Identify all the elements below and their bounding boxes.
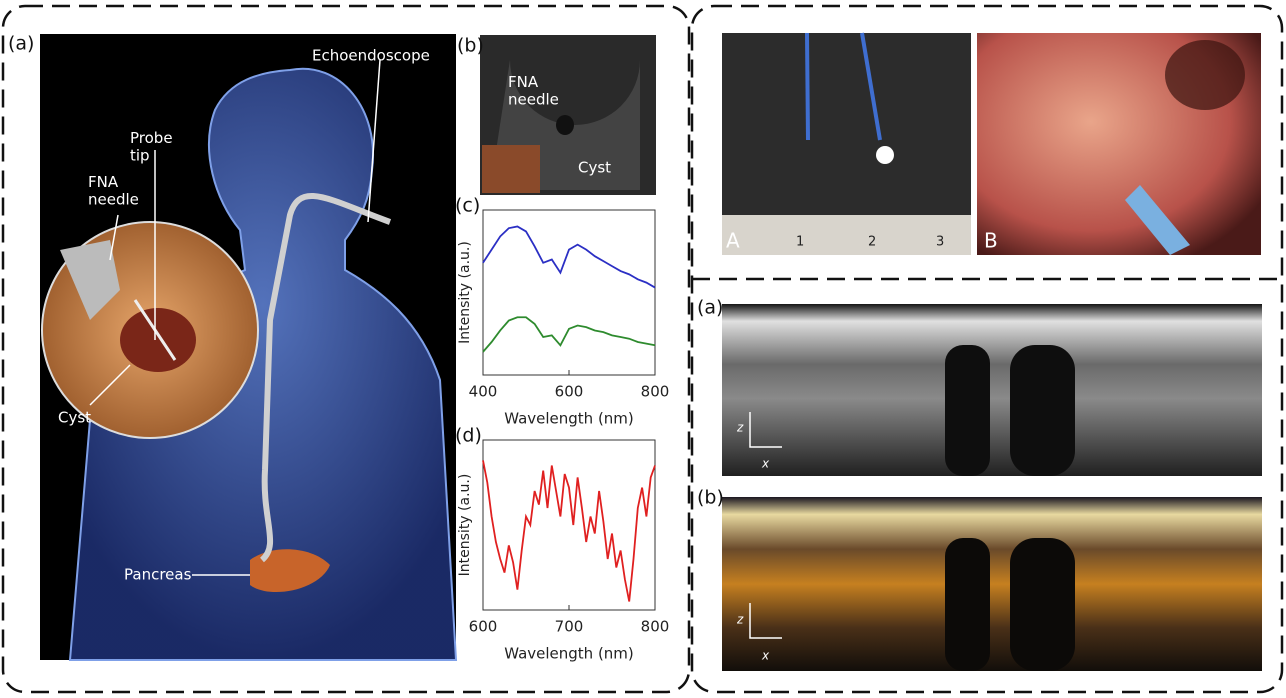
panel-label: (a)	[8, 33, 34, 55]
axis-letter: x	[761, 649, 770, 663]
oct-shadow	[1010, 345, 1075, 476]
x-tick-label: 800	[641, 383, 670, 401]
annotation: Cyst	[58, 409, 91, 427]
x-tick-label: 700	[555, 618, 584, 636]
annotation: Pancreas	[124, 566, 192, 584]
axis-letter: x	[761, 457, 770, 471]
ruler-number: 1	[796, 235, 804, 250]
x-axis-label: Wavelength (nm)	[504, 645, 634, 663]
x-tick-label: 600	[555, 383, 584, 401]
photo-label: B	[984, 229, 998, 253]
oct-image	[722, 304, 1262, 476]
ruler-number: 2	[868, 235, 876, 250]
axis-letter: z	[736, 613, 744, 627]
oct-shadow	[945, 538, 990, 671]
figure: (a) Echoendoscope Probetip FNAneedle Cys…	[0, 0, 1286, 698]
probe-light	[876, 146, 894, 164]
photo-label: A	[726, 229, 740, 253]
cyst-shape	[556, 115, 574, 135]
probe	[807, 33, 808, 140]
panel-label: (c)	[455, 195, 480, 217]
oct-shadow	[945, 345, 990, 476]
plot-area	[483, 440, 655, 610]
panel-label: (b)	[697, 487, 724, 509]
oct-image	[722, 497, 1262, 671]
x-tick-label: 400	[469, 383, 498, 401]
axis-letter: z	[736, 421, 744, 435]
x-tick-label: 800	[641, 618, 670, 636]
annotation: Echoendoscope	[312, 47, 430, 65]
panel-label: (a)	[697, 297, 723, 319]
ruler-number: 3	[936, 235, 944, 250]
panel-label: (b)	[457, 35, 484, 57]
oct-shadow	[1010, 538, 1075, 671]
y-axis-label: Intensity (a.u.)	[457, 474, 473, 577]
plot-area	[483, 210, 655, 375]
lumen	[1165, 40, 1245, 110]
y-axis-label: Intensity (a.u.)	[457, 241, 473, 344]
x-axis-label: Wavelength (nm)	[504, 410, 634, 428]
endoscope-inset	[482, 145, 540, 193]
panel-label: (d)	[455, 425, 482, 447]
annotation: Cyst	[578, 159, 611, 177]
ruler	[722, 215, 971, 255]
x-tick-label: 600	[469, 618, 498, 636]
